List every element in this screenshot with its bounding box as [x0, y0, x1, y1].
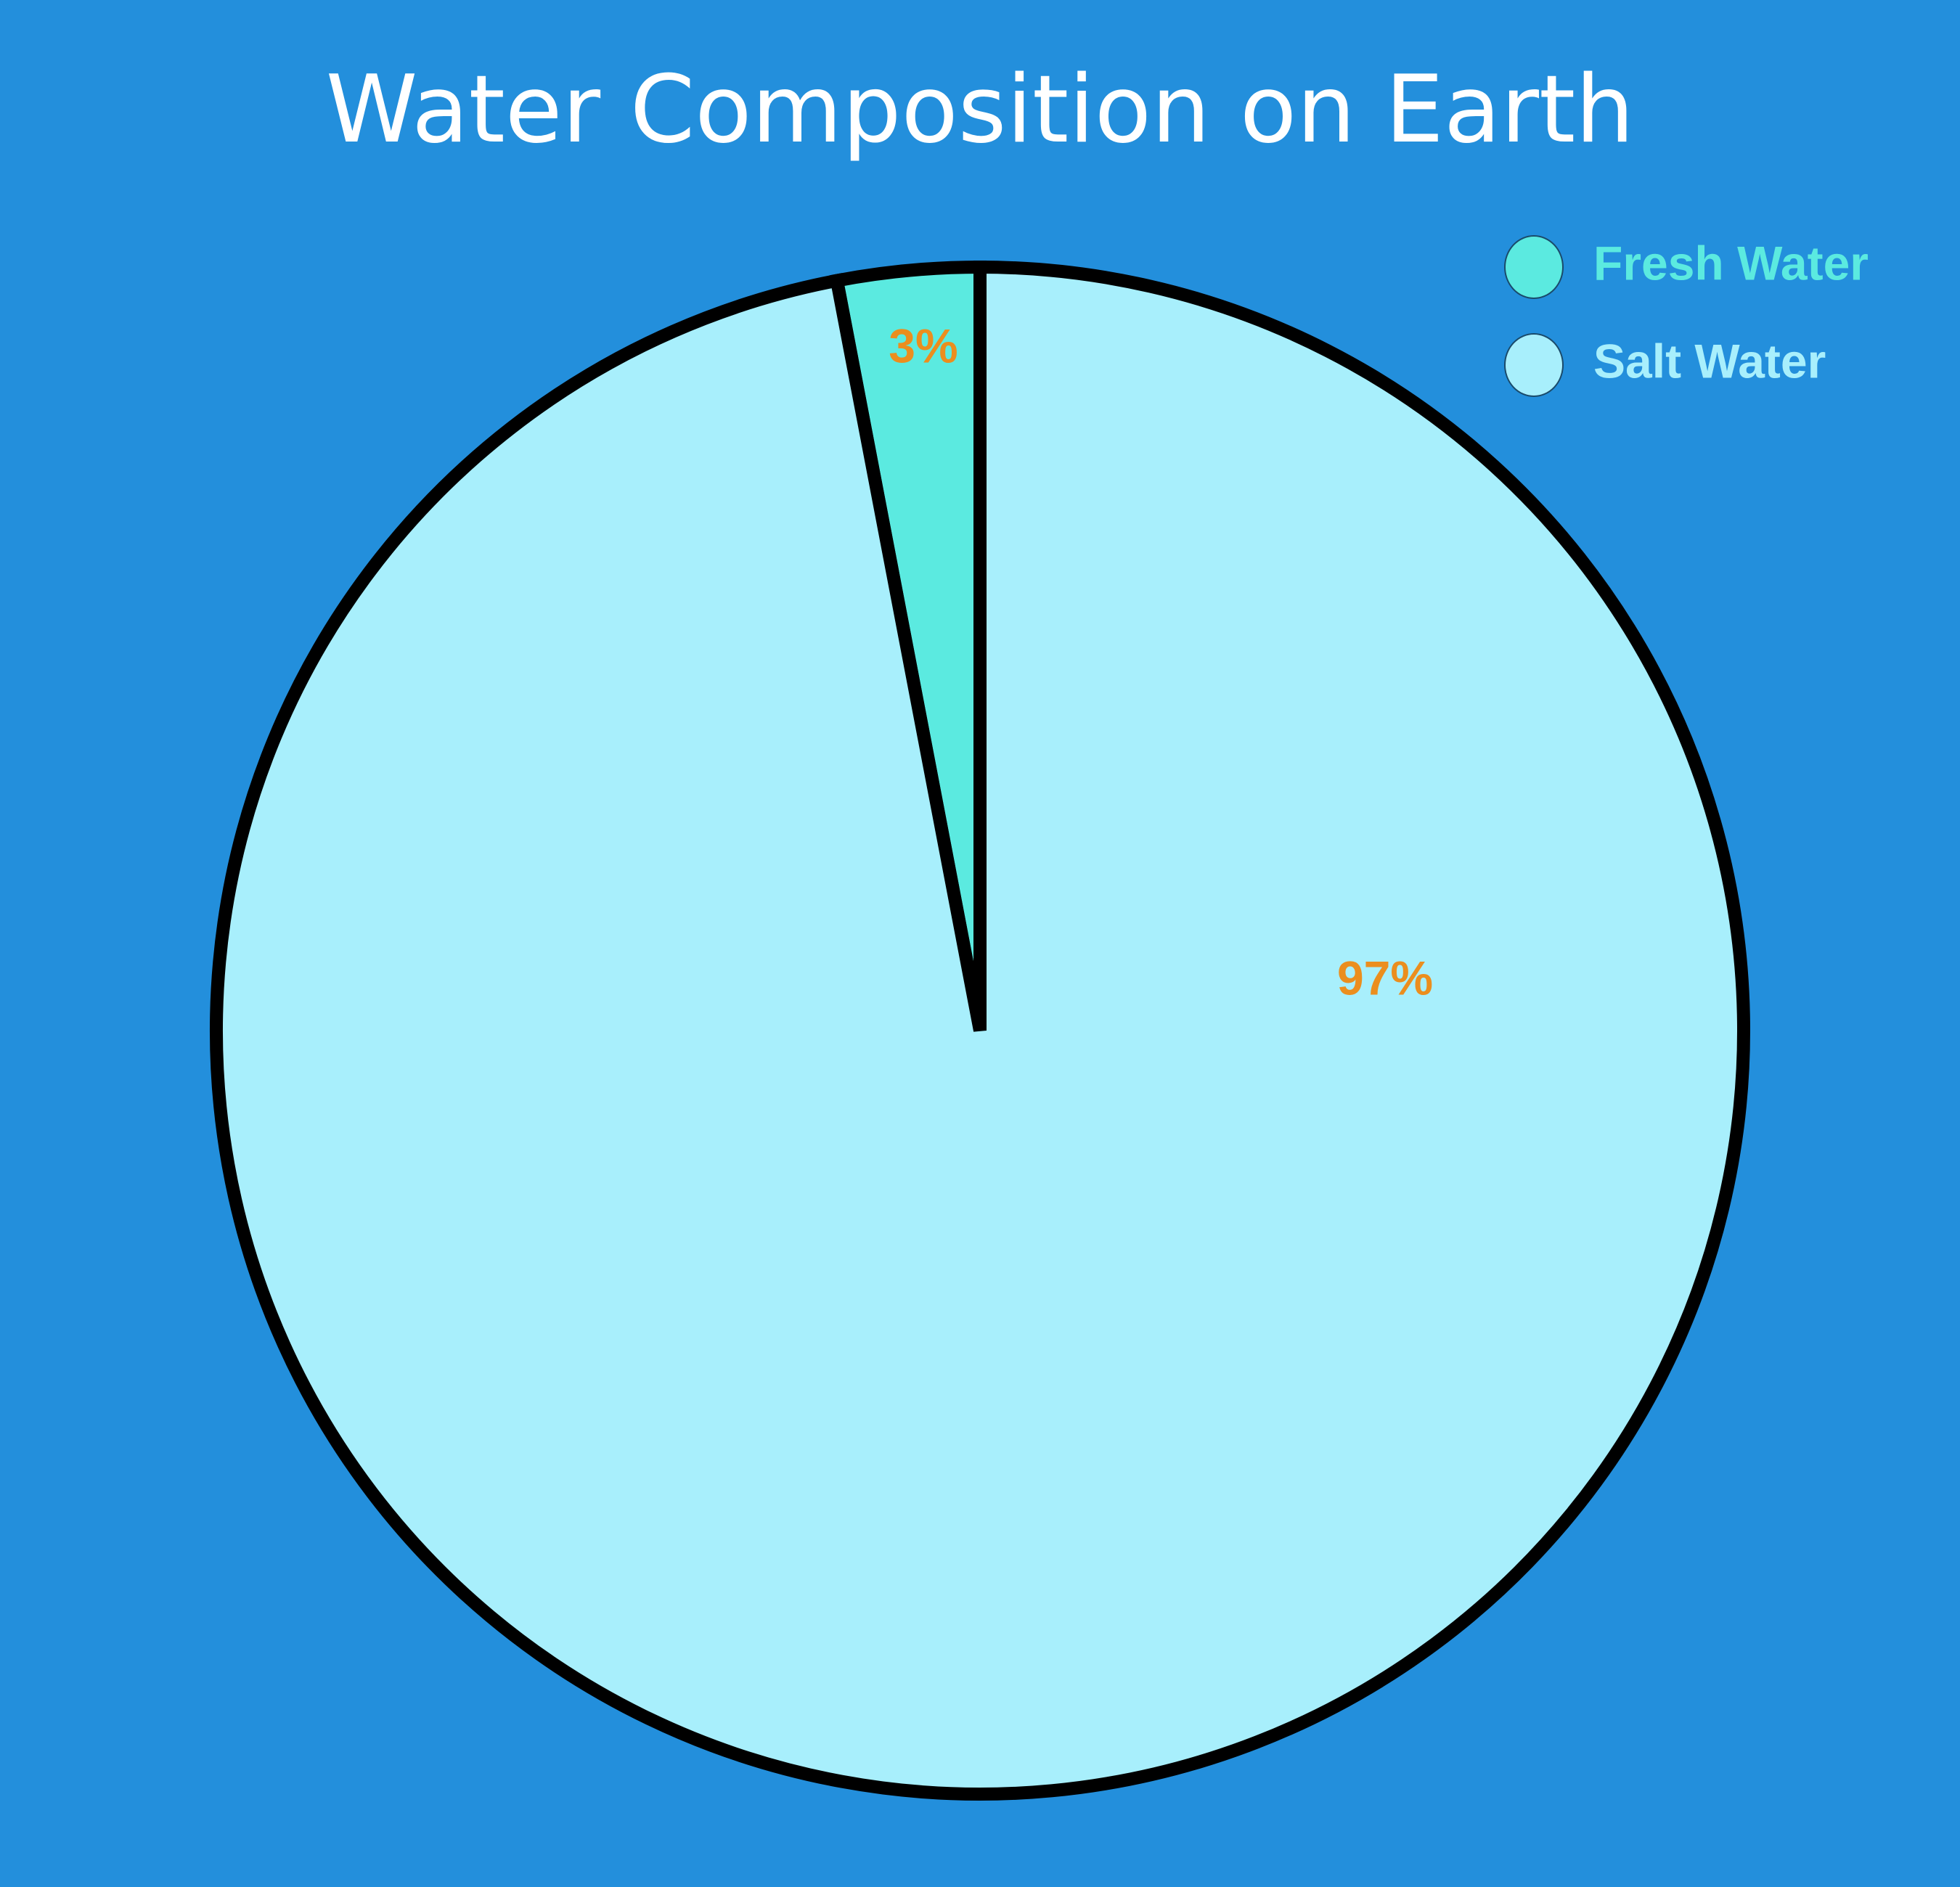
- data-labels: 3% 97%: [889, 319, 1433, 1004]
- chart-title: Water Composition on Earth: [326, 56, 1635, 164]
- legend-marker-salt-water: [1504, 333, 1564, 397]
- legend: Fresh Water Salt Water: [1504, 235, 1869, 397]
- data-label-salt-water: 97%: [1337, 951, 1433, 1004]
- legend-marker-fresh-water: [1504, 235, 1564, 299]
- legend-label-fresh-water: Fresh Water: [1593, 236, 1869, 290]
- data-label-fresh-water: 3%: [889, 319, 957, 372]
- pie-slice-salt-water: [210, 260, 1750, 1801]
- legend-label-salt-water: Salt Water: [1593, 334, 1826, 388]
- pie-slices: [210, 260, 1750, 1801]
